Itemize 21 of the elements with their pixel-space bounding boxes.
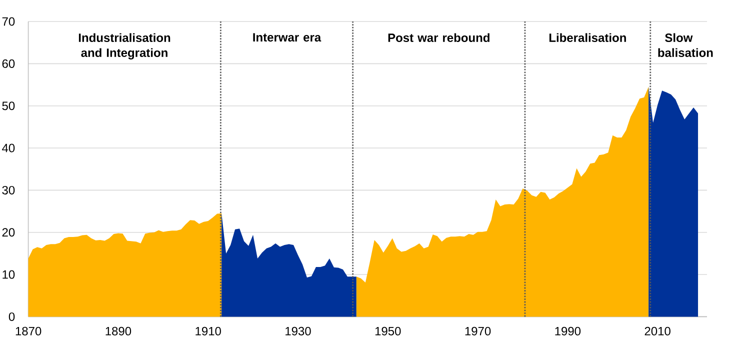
y-tick-label: 10	[2, 270, 15, 279]
annotation: Post war rebound	[388, 33, 490, 42]
x-tick-label: 1970	[465, 326, 491, 336]
x-tick-label: 1890	[106, 326, 132, 336]
y-tick-label: 30	[2, 186, 15, 194]
x-tick-label: 1990	[555, 326, 581, 336]
x-tick-label: 1950	[375, 326, 401, 336]
x-tick-label: 1930	[286, 326, 311, 336]
x-tick-label: 2010	[644, 326, 670, 336]
x-tick-label: 1870	[16, 326, 42, 336]
y-tick-label: 70	[2, 17, 15, 26]
y-tick-label: 60	[2, 59, 15, 68]
annotation: Slow balisation	[658, 33, 713, 58]
y-tick-label: 40	[2, 144, 15, 152]
y-tick-label: 20	[2, 228, 15, 237]
y-tick-label: 0	[8, 312, 15, 321]
annotation: Interwar era	[253, 33, 322, 42]
x-tick-label: 1910	[196, 326, 221, 336]
annotation: Liberalisation	[549, 33, 626, 42]
annotation: Industrialisation and Integration	[78, 33, 170, 60]
y-tick-label: 50	[2, 102, 15, 110]
